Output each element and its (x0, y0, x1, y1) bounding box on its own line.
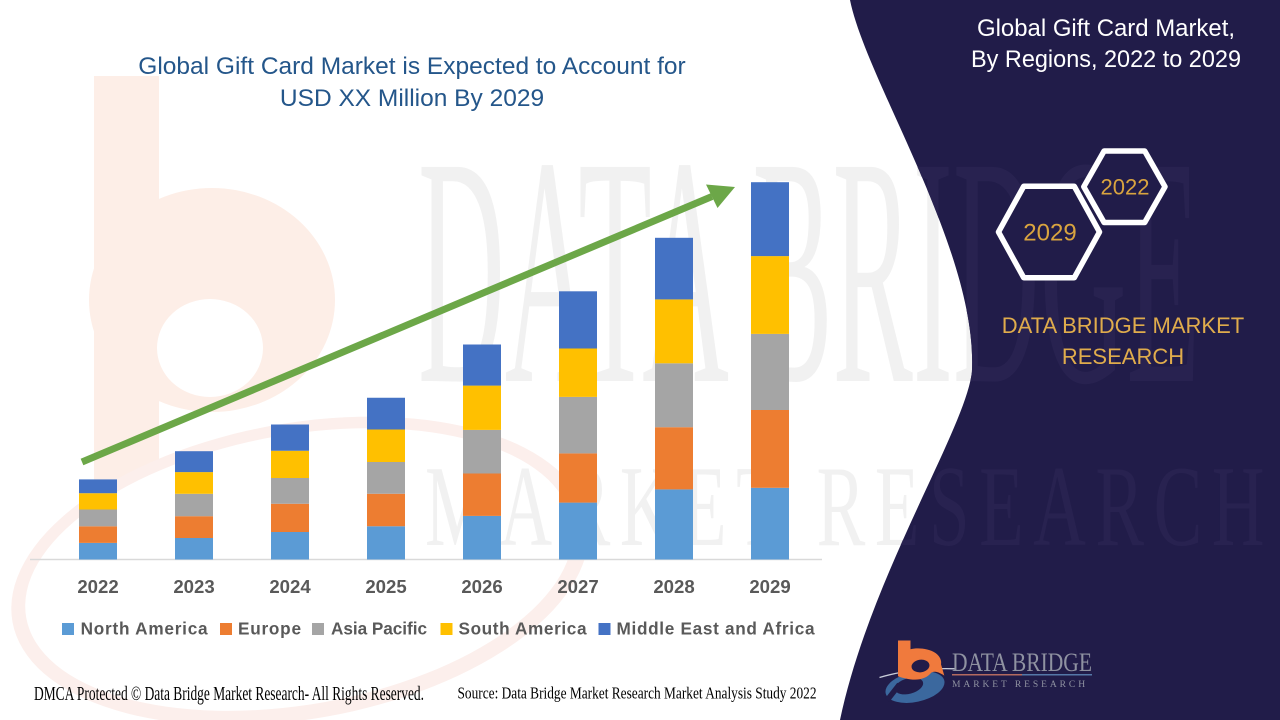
svg-text:Global Gift Card Market,: Global Gift Card Market, (977, 15, 1235, 42)
svg-text:2023: 2023 (173, 576, 214, 597)
svg-text:2026: 2026 (461, 576, 502, 597)
svg-text:DMCA Protected © Data Bridge M: DMCA Protected © Data Bridge Market Rese… (34, 683, 424, 705)
svg-text:Middle East and Africa: Middle East and Africa (617, 619, 815, 639)
svg-text:DATA BRIDGE MARKET: DATA BRIDGE MARKET (1002, 313, 1244, 338)
svg-text:North America: North America (81, 619, 208, 639)
svg-text:Europe: Europe (238, 619, 301, 639)
svg-text:USD XX Million By 2029: USD XX Million By 2029 (280, 85, 544, 112)
svg-text:MARKET RESEARCH: MARKET RESEARCH (952, 679, 1088, 690)
svg-text:By Regions, 2022 to 2029: By Regions, 2022 to 2029 (971, 46, 1241, 73)
svg-text:2029: 2029 (749, 576, 790, 597)
svg-text:2022: 2022 (77, 576, 118, 597)
svg-text:2024: 2024 (269, 576, 311, 597)
svg-text:Asia Pacific: Asia Pacific (331, 619, 427, 639)
svg-text:RESEARCH: RESEARCH (1062, 344, 1184, 369)
svg-text:2025: 2025 (365, 576, 406, 597)
svg-text:DATA BRIDGE: DATA BRIDGE (952, 648, 1092, 677)
svg-text:2028: 2028 (653, 576, 694, 597)
svg-text:2029: 2029 (1023, 220, 1076, 247)
svg-text:2022: 2022 (1101, 175, 1150, 200)
svg-text:Source: Data Bridge Market Res: Source: Data Bridge Market Research Mark… (458, 684, 817, 703)
svg-text:South America: South America (459, 619, 587, 639)
svg-text:2027: 2027 (557, 576, 598, 597)
svg-text:Global Gift Card Market is Exp: Global Gift Card Market is Expected to A… (138, 53, 685, 80)
